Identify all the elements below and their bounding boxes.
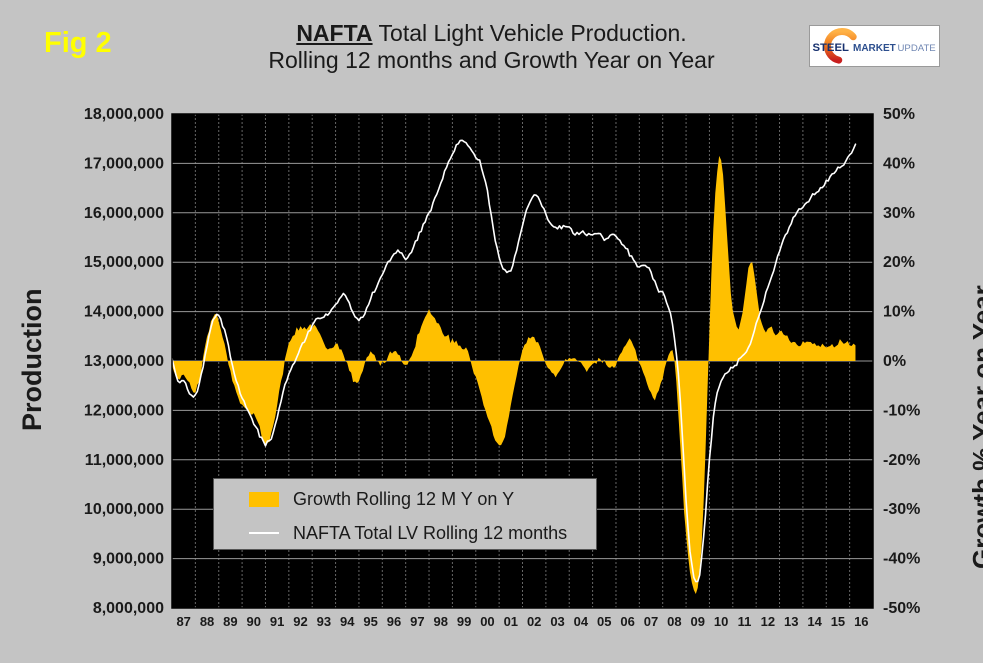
svg-text:09: 09	[691, 614, 705, 629]
svg-text:03: 03	[550, 614, 564, 629]
svg-text:0%: 0%	[883, 353, 906, 370]
svg-text:10,000,000: 10,000,000	[84, 501, 164, 518]
svg-text:9,000,000: 9,000,000	[93, 551, 164, 568]
svg-text:11: 11	[738, 614, 752, 629]
svg-text:93: 93	[317, 614, 331, 629]
svg-text:00: 00	[480, 614, 494, 629]
svg-text:08: 08	[667, 614, 681, 629]
svg-text:06: 06	[620, 614, 634, 629]
svg-text:20%: 20%	[883, 254, 915, 271]
svg-text:02: 02	[527, 614, 541, 629]
svg-text:30%: 30%	[883, 205, 915, 222]
svg-text:8,000,000: 8,000,000	[93, 600, 164, 617]
svg-text:14: 14	[807, 614, 822, 629]
svg-text:13,000,000: 13,000,000	[84, 353, 164, 370]
svg-text:12,000,000: 12,000,000	[84, 402, 164, 419]
svg-text:16,000,000: 16,000,000	[84, 205, 164, 222]
svg-text:STEEL: STEEL	[813, 42, 850, 54]
svg-text:-50%: -50%	[883, 600, 920, 617]
svg-text:07: 07	[644, 614, 658, 629]
svg-text:16: 16	[854, 614, 868, 629]
svg-text:12: 12	[761, 614, 775, 629]
svg-text:89: 89	[223, 614, 237, 629]
svg-text:-20%: -20%	[883, 452, 920, 469]
svg-text:99: 99	[457, 614, 471, 629]
svg-text:91: 91	[270, 614, 284, 629]
svg-text:88: 88	[200, 614, 214, 629]
svg-text:14,000,000: 14,000,000	[84, 304, 164, 321]
svg-text:17,000,000: 17,000,000	[84, 155, 164, 172]
svg-text:-30%: -30%	[883, 501, 920, 518]
svg-text:40%: 40%	[883, 155, 915, 172]
svg-text:-40%: -40%	[883, 551, 920, 568]
svg-text:10: 10	[714, 614, 728, 629]
svg-text:94: 94	[340, 614, 355, 629]
svg-text:11,000,000: 11,000,000	[85, 452, 164, 469]
svg-text:95: 95	[363, 614, 377, 629]
svg-text:13: 13	[784, 614, 798, 629]
svg-text:10%: 10%	[883, 304, 915, 321]
svg-text:05: 05	[597, 614, 611, 629]
svg-text:-10%: -10%	[883, 402, 920, 419]
svg-text:15,000,000: 15,000,000	[84, 254, 164, 271]
svg-text:98: 98	[433, 614, 447, 629]
svg-text:87: 87	[176, 614, 190, 629]
svg-text:01: 01	[504, 614, 518, 629]
svg-text:18,000,000: 18,000,000	[84, 106, 164, 123]
svg-text:15: 15	[831, 614, 845, 629]
svg-text:92: 92	[293, 614, 307, 629]
svg-text:96: 96	[387, 614, 401, 629]
svg-text:50%: 50%	[883, 106, 915, 123]
svg-text:97: 97	[410, 614, 424, 629]
svg-text:90: 90	[247, 614, 261, 629]
svg-text:04: 04	[574, 614, 589, 629]
svg-text:UPDATE: UPDATE	[898, 43, 936, 54]
svg-text:MARKET: MARKET	[853, 43, 896, 54]
